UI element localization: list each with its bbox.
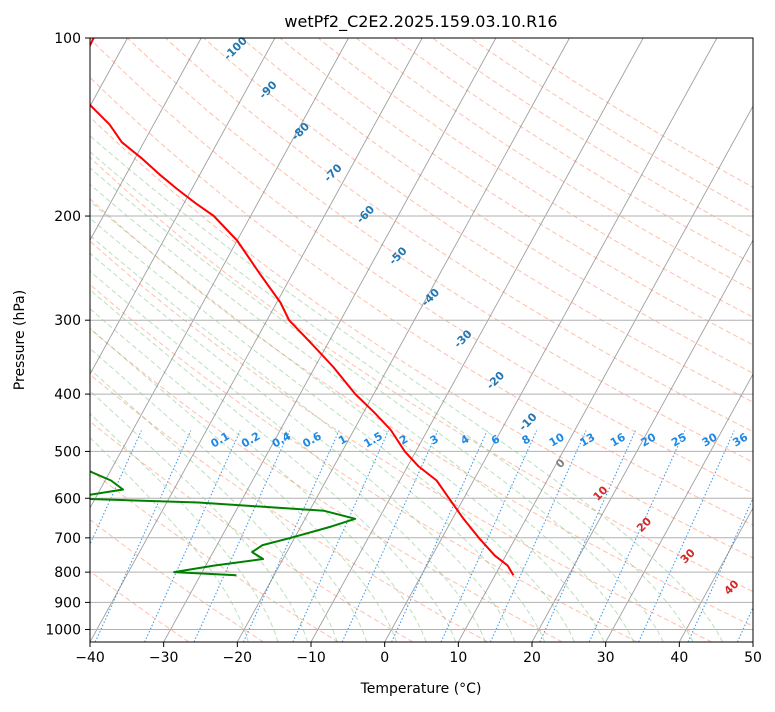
x-tick-label: −30 [149, 650, 179, 666]
y-tick-label: 300 [54, 313, 81, 329]
x-tick-label: 0 [380, 650, 389, 666]
x-axis-label: Temperature (°C) [360, 681, 482, 697]
y-tick-label: 900 [54, 595, 81, 611]
x-tick-label: 40 [670, 650, 688, 666]
y-tick-label: 700 [54, 531, 81, 547]
y-tick-label: 200 [54, 209, 81, 225]
x-tick-label: 10 [449, 650, 467, 666]
y-tick-label: 400 [54, 387, 81, 403]
y-tick-label: 500 [54, 444, 81, 460]
y-tick-label: 600 [54, 491, 81, 507]
y-tick-label: 1000 [45, 622, 81, 638]
y-axis-label: Pressure (hPa) [12, 290, 28, 390]
x-tick-label: 50 [744, 650, 762, 666]
chart-title: wetPf2_C2E2.2025.159.03.10.R16 [284, 12, 557, 32]
x-tick-label: 30 [597, 650, 615, 666]
x-tick-label: 20 [523, 650, 541, 666]
y-tick-label: 100 [54, 31, 81, 47]
x-tick-label: −40 [75, 650, 105, 666]
y-tick-label: 800 [54, 565, 81, 581]
x-tick-label: −20 [223, 650, 253, 666]
x-tick-label: −10 [296, 650, 326, 666]
